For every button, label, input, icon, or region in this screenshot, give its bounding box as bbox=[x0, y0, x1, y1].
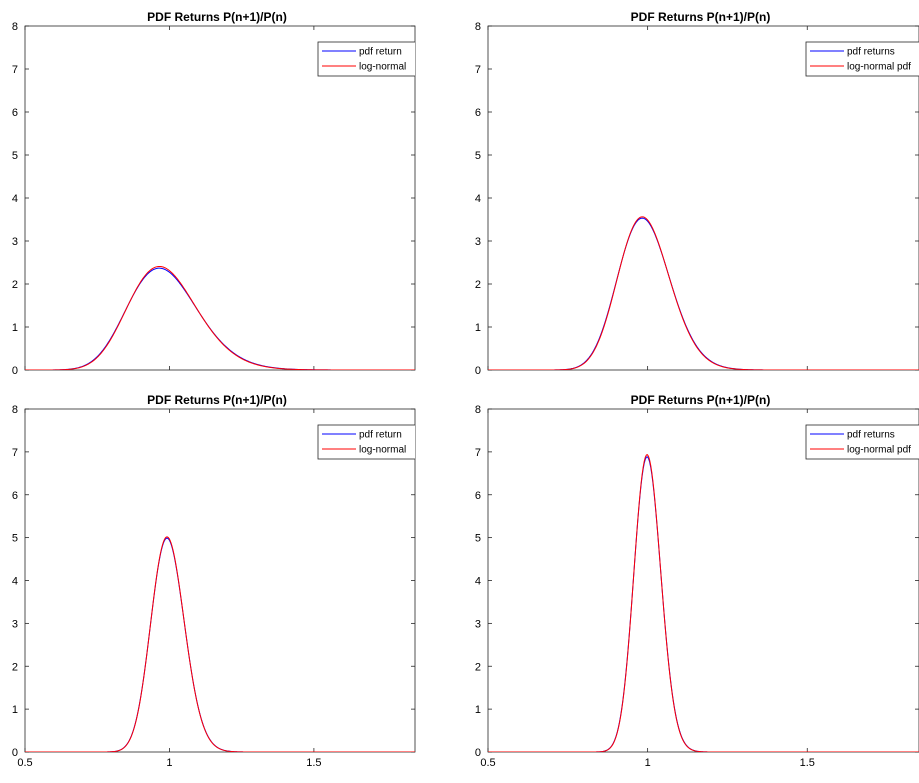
y-tick-label: 6 bbox=[475, 490, 481, 502]
legend: pdf returns log-normal pdf bbox=[805, 424, 919, 460]
plot-area bbox=[24, 25, 416, 371]
y-tick-label: 4 bbox=[12, 193, 18, 205]
plot-area bbox=[487, 25, 919, 371]
y-tick-label: 7 bbox=[12, 64, 18, 76]
y-tick-label: 1 bbox=[475, 322, 481, 334]
y-tick-label: 0 bbox=[475, 747, 481, 759]
legend: pdf returns log-normal pdf bbox=[805, 41, 919, 77]
y-tick-label: 4 bbox=[12, 576, 18, 588]
legend-label: log-normal bbox=[359, 62, 406, 73]
y-tick-label: 3 bbox=[12, 236, 18, 248]
series-line-2 bbox=[25, 265, 415, 370]
y-tick-label: 3 bbox=[12, 618, 18, 630]
y-tick-label: 1 bbox=[475, 704, 481, 716]
chart-title: PDF Returns P(n+1)/P(n) bbox=[631, 393, 771, 407]
y-tick-label: 7 bbox=[475, 64, 481, 76]
y-tick-label: 8 bbox=[475, 404, 481, 416]
legend-box bbox=[805, 424, 919, 460]
y-tick-label: 1 bbox=[12, 322, 18, 334]
legend-box bbox=[805, 41, 919, 77]
y-tick-label: 0 bbox=[12, 747, 18, 759]
series-line-2 bbox=[488, 454, 919, 752]
y-tick-label: 3 bbox=[475, 236, 481, 248]
chart-panel-1: 0 1 2 3 4 5 6 7 8 PDF Returns P(n+1)/P(n) pdf retu… bbox=[12, 10, 416, 377]
series-line-2 bbox=[25, 536, 415, 752]
chart-panel-2: 0 1 2 3 4 5 6 7 8 PDF Returns P(n+1)/P(n) pdf retu… bbox=[475, 10, 919, 377]
chart-panel-4: 0 1 2 3 4 5 6 7 8 0.5 1 1.5 PDF Returns P(n+1)/P(n) p… bbox=[475, 393, 919, 769]
x-tick-label: 1.5 bbox=[800, 757, 815, 769]
legend: pdf return log-normal bbox=[317, 424, 415, 460]
y-tick-label: 8 bbox=[12, 404, 18, 416]
y-tick-label: 4 bbox=[475, 193, 481, 205]
legend-label: log-normal pdf bbox=[847, 62, 911, 73]
y-tick-label: 6 bbox=[12, 107, 18, 119]
chart-title: PDF Returns P(n+1)/P(n) bbox=[147, 10, 287, 24]
y-tick-label: 8 bbox=[475, 21, 481, 33]
x-tick-label: 1 bbox=[645, 757, 651, 769]
legend-label: pdf returns bbox=[847, 430, 895, 441]
y-tick-label: 2 bbox=[475, 279, 481, 291]
legend-box bbox=[317, 424, 415, 460]
legend-label: pdf return bbox=[359, 430, 402, 441]
y-tick-label: 6 bbox=[475, 107, 481, 119]
y-tick-label: 5 bbox=[12, 150, 18, 162]
y-tick-label: 7 bbox=[475, 447, 481, 459]
plot-area bbox=[487, 408, 919, 753]
y-tick-label: 2 bbox=[12, 661, 18, 673]
y-tick-label: 0 bbox=[12, 365, 18, 377]
y-tick-label: 5 bbox=[475, 533, 481, 545]
x-tick-label: 1 bbox=[166, 757, 172, 769]
y-tick-label: 5 bbox=[475, 150, 481, 162]
legend-label: pdf return bbox=[359, 47, 402, 58]
y-tick-label: 1 bbox=[12, 704, 18, 716]
y-tick-label: 6 bbox=[12, 490, 18, 502]
y-tick-label: 2 bbox=[12, 279, 18, 291]
y-tick-label: 0 bbox=[475, 365, 481, 377]
legend-label: log-normal bbox=[359, 445, 406, 456]
legend-box bbox=[317, 41, 415, 77]
y-tick-label: 2 bbox=[475, 661, 481, 673]
x-tick-label: 1.5 bbox=[306, 757, 321, 769]
y-tick-label: 8 bbox=[12, 21, 18, 33]
series-line-2 bbox=[488, 216, 919, 370]
chart-panel-3: 0 1 2 3 4 5 6 7 8 0.5 1 1.5 PDF Returns P(n+1)/P(n) p… bbox=[12, 393, 416, 769]
y-tick-label: 5 bbox=[12, 533, 18, 545]
x-tick-label: 0.5 bbox=[17, 757, 32, 769]
legend-label: pdf returns bbox=[847, 47, 895, 58]
y-tick-label: 3 bbox=[475, 618, 481, 630]
y-tick-label: 7 bbox=[12, 447, 18, 459]
chart-title: PDF Returns P(n+1)/P(n) bbox=[147, 393, 287, 407]
legend: pdf return log-normal bbox=[317, 41, 415, 77]
legend-label: log-normal pdf bbox=[847, 445, 911, 456]
x-tick-label: 0.5 bbox=[480, 757, 495, 769]
y-tick-label: 4 bbox=[475, 576, 481, 588]
chart-title: PDF Returns P(n+1)/P(n) bbox=[631, 10, 771, 24]
plot-area bbox=[24, 408, 416, 753]
